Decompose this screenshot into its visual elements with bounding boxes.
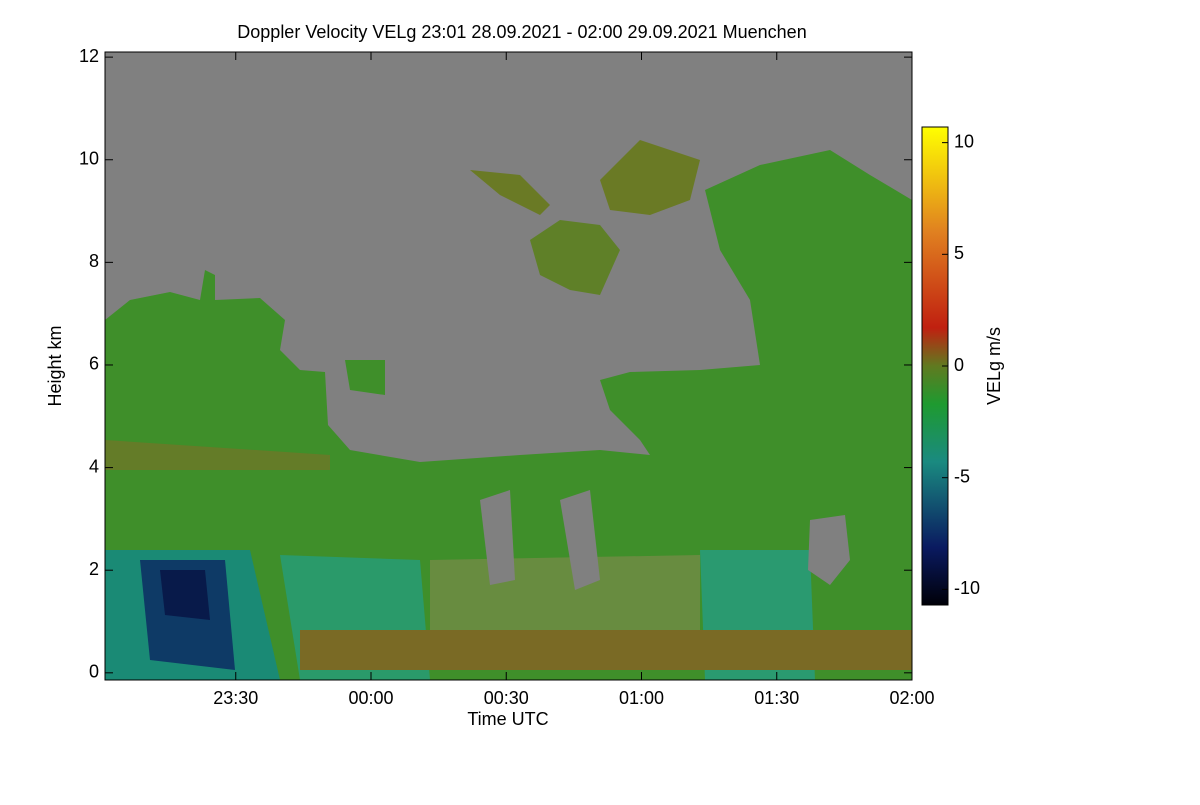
x-tick-label: 02:00 (889, 688, 934, 708)
y-tick-label: 4 (89, 456, 99, 476)
plot-frame (104, 51, 913, 681)
x-tick-label: 01:30 (754, 688, 799, 708)
y-tick-label: 10 (79, 148, 99, 168)
y-tick-label: 6 (89, 354, 99, 374)
y-tick-label: 0 (89, 662, 99, 682)
colorbar-tick-label: 5 (954, 243, 964, 263)
chart-title: Doppler Velocity VELg 23:01 28.09.2021 -… (237, 22, 806, 42)
x-tick-label: 01:00 (619, 688, 664, 708)
x-axis-label: Time UTC (467, 709, 548, 729)
x-tick-label: 00:00 (348, 688, 393, 708)
colorbar-tick-label: 10 (954, 131, 974, 151)
colorbar-label: VELg m/s (984, 327, 1004, 405)
colorbar-tick-label: -5 (954, 466, 970, 486)
colorbar-tick-label: 0 (954, 355, 964, 375)
y-tick-label: 2 (89, 559, 99, 579)
radar-field (105, 52, 912, 680)
y-axis-label: Height km (45, 325, 65, 406)
y-tick-label: 12 (79, 46, 99, 66)
colorbar-tick-label: -10 (954, 578, 980, 598)
x-tick-label: 23:30 (213, 688, 258, 708)
x-tick-label: 00:30 (484, 688, 529, 708)
y-tick-label: 8 (89, 251, 99, 271)
